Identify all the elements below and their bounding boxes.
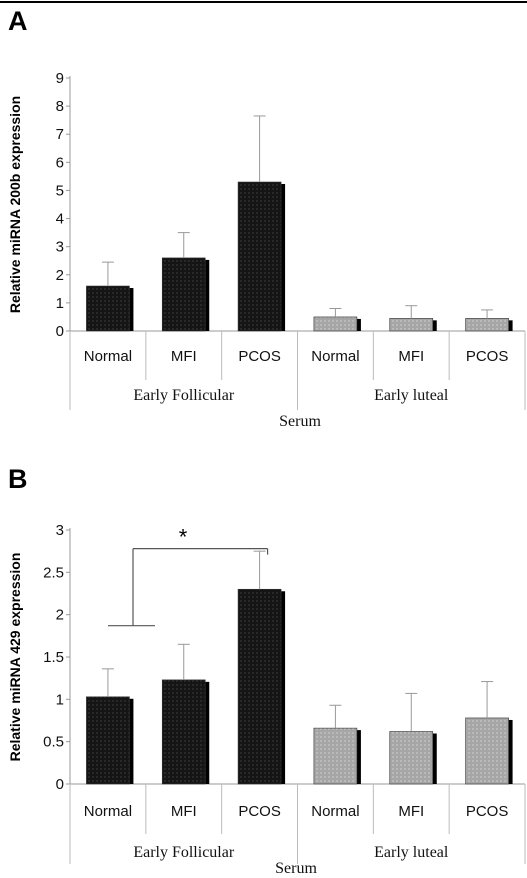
y-tick-label: 3 [56,239,64,256]
y-tick-label: 5 [56,182,64,199]
group-label: Early luteal [374,844,449,861]
panel-a: A Relative miRNA 200b expression 0 1 2 3 4 5 6 7 8… [7,6,526,430]
x-axis-label: Serum [275,860,317,877]
bar [389,318,434,332]
x-tick-label: Normal [84,348,132,365]
x-tick-label: PCOS [466,803,509,820]
y-axis-label: Relative miRNA 200b expression [7,96,23,313]
y-tick-label: 0 [56,776,64,793]
y-tick-label: 1 [56,691,64,708]
y-tick-label: 4 [56,211,64,228]
y-tick-label: 6 [56,154,64,171]
y-tick-label: 0.5 [43,734,64,751]
y-tick-label: 2 [56,267,64,284]
bar [237,588,282,785]
bar [237,181,282,332]
y-tick-label: 1.5 [43,649,64,666]
x-tick-label: PCOS [238,803,281,820]
y-tick-label: 3 [56,522,64,539]
bar [389,731,434,785]
y-tick-label: 0 [56,323,64,340]
x-tick-label: MFI [398,348,424,365]
group-label: Early luteal [374,387,449,404]
x-tick-label: PCOS [466,348,509,365]
bar [313,316,358,332]
y-axis-label: Relative miRNA 429 expression [7,553,23,762]
x-tick-label: PCOS [238,348,281,365]
y-tick-label: 2 [56,607,64,624]
significance-marker: * [179,525,188,550]
group-label: Early Follicular [133,387,235,404]
group-label: Early Follicular [133,844,235,861]
panel-letter: A [8,6,28,36]
y-tick-label: 9 [56,70,64,87]
x-tick-label: MFI [171,348,197,365]
x-tick-label: Normal [311,803,359,820]
panel-b: B Relative miRNA 429 expression 0 0.5 1 1.5 2 2… [7,464,526,877]
x-axis-label: Serum [279,413,321,430]
y-tick-label: 1 [56,295,64,312]
bar [465,717,509,785]
bar [161,679,206,785]
bar [86,285,130,332]
bar [465,318,509,332]
x-tick-label: Normal [311,348,359,365]
bar [161,257,206,332]
y-tick-label: 2.5 [43,564,64,581]
bar [313,727,358,785]
y-tick-label: 8 [56,98,64,115]
x-tick-label: MFI [398,803,424,820]
panel-letter: B [8,464,28,494]
bar [86,696,130,785]
x-tick-label: Normal [84,803,132,820]
y-tick-label: 7 [56,126,64,143]
x-tick-label: MFI [171,803,197,820]
